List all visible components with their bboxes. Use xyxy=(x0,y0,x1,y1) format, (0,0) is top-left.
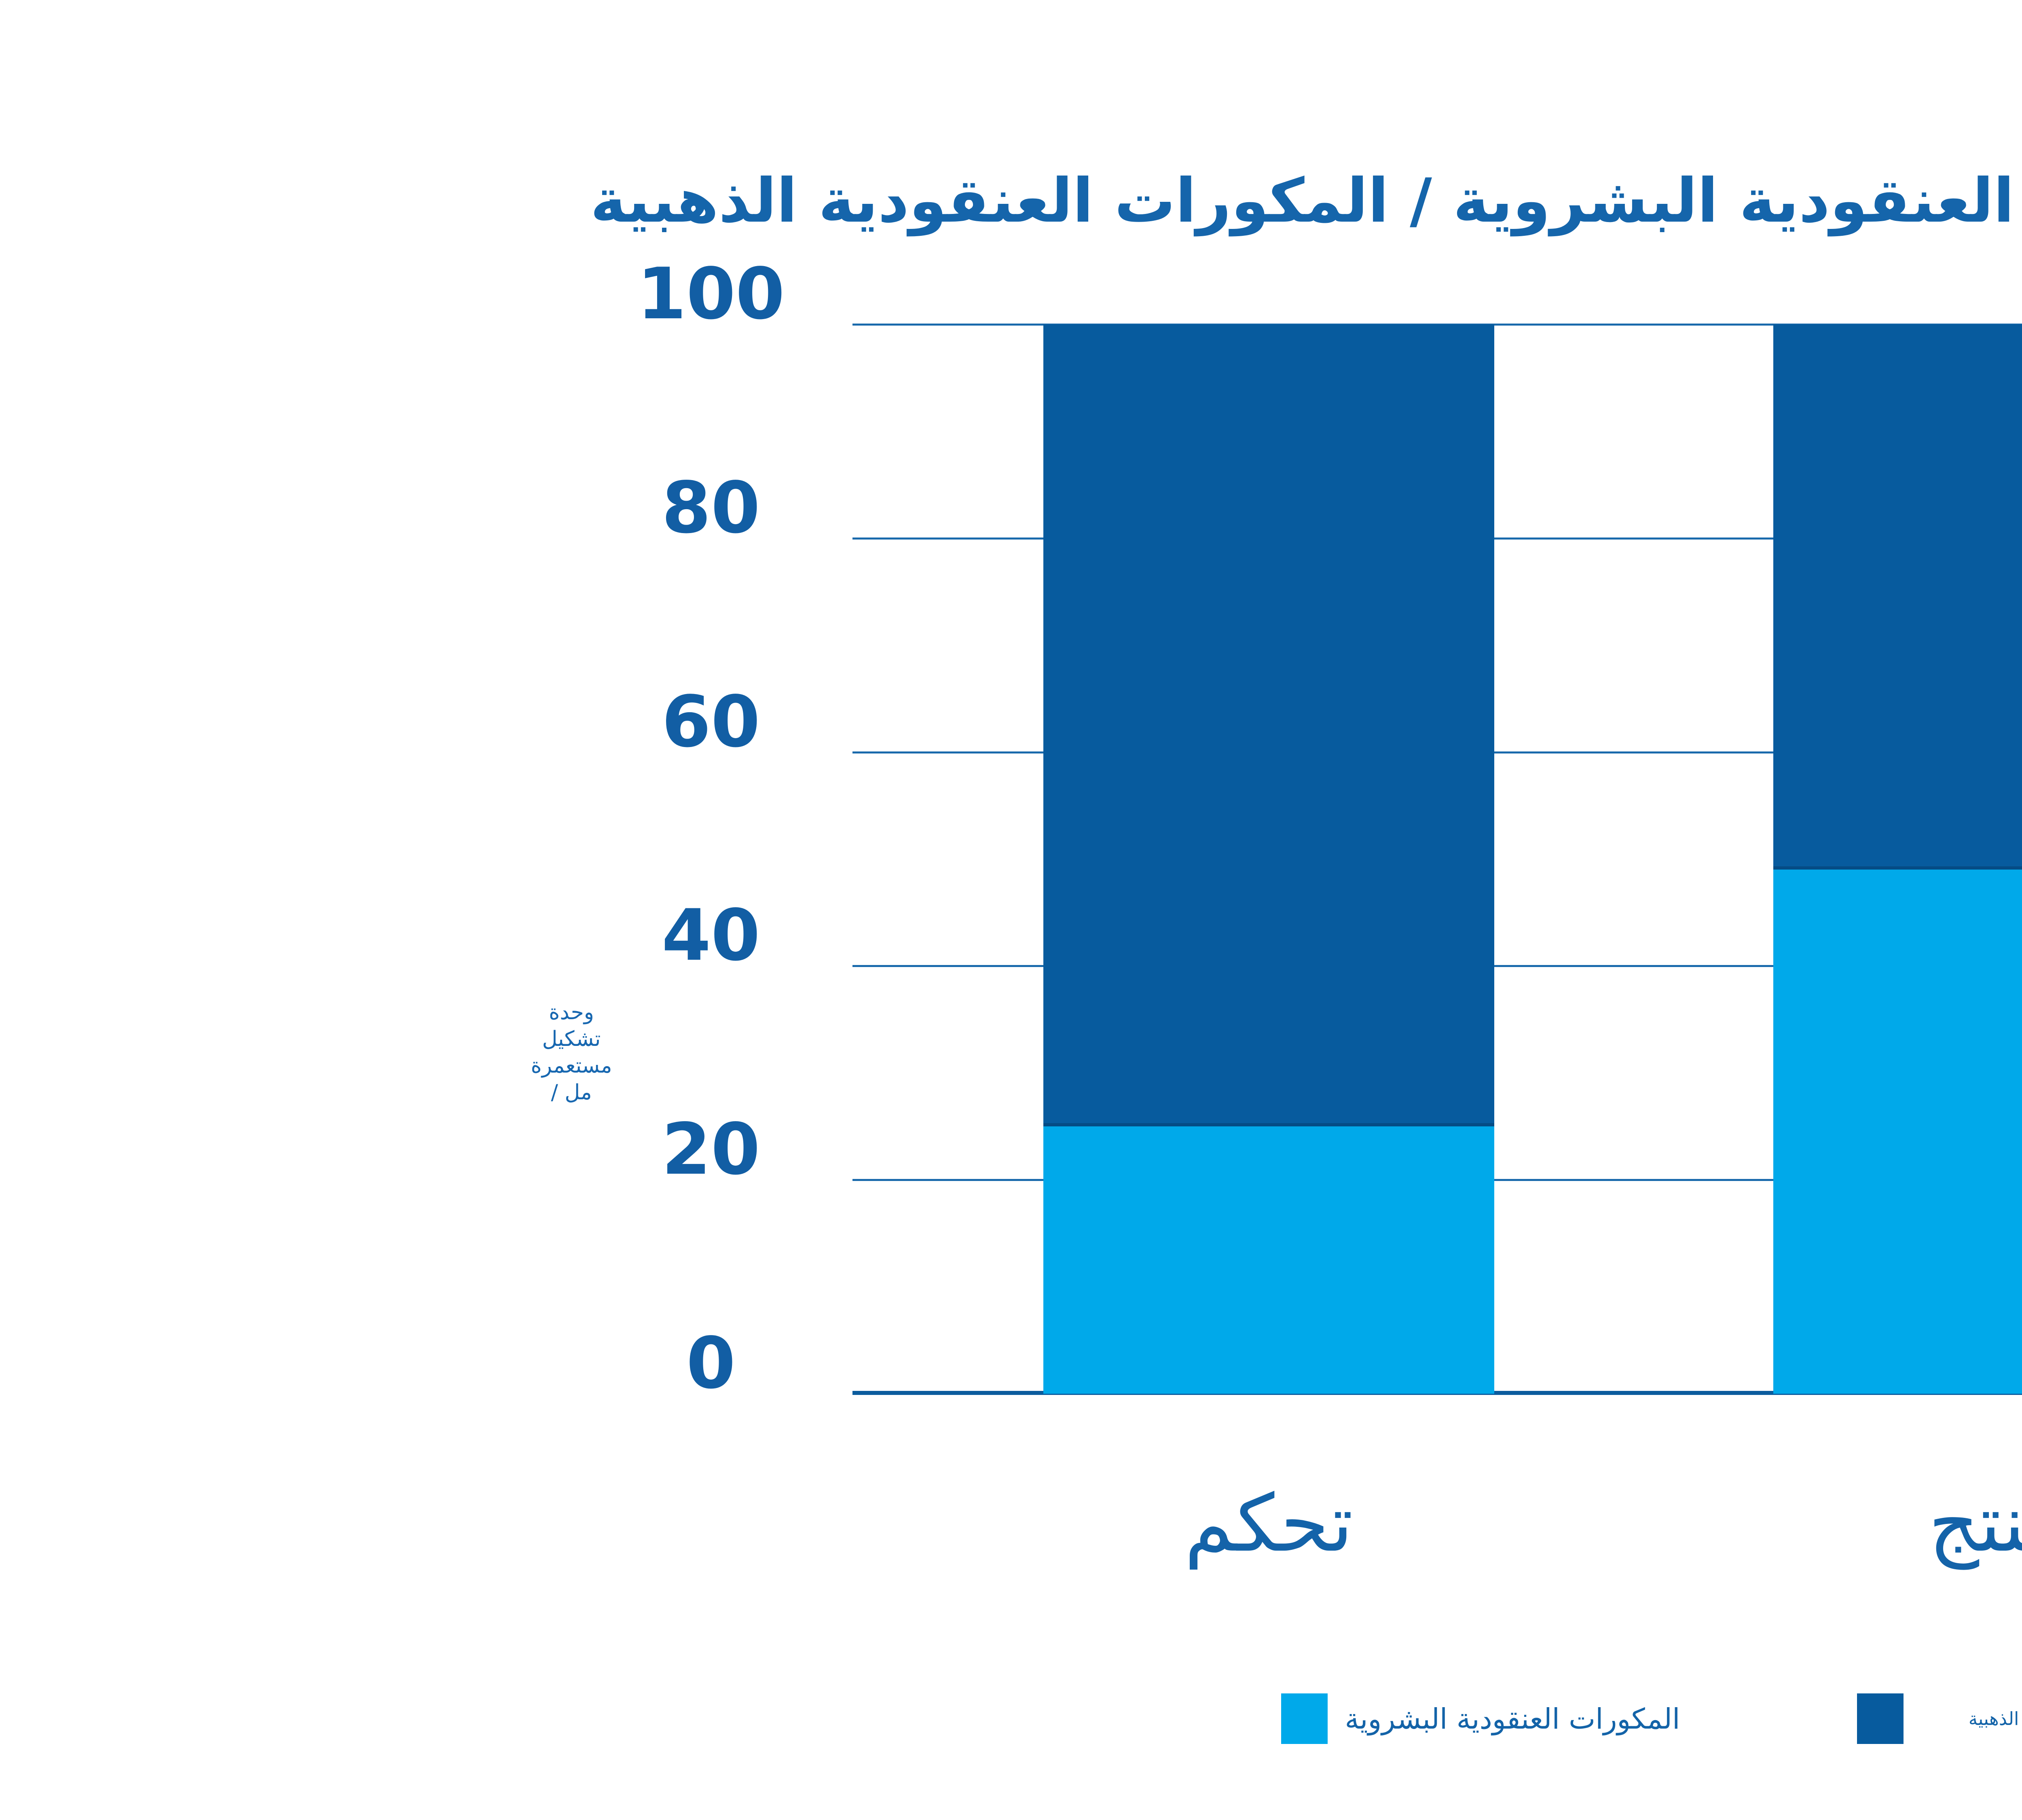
bar-segment xyxy=(1043,1126,1494,1394)
bar-segment xyxy=(1773,324,2022,870)
y-axis-title-line: مستعمرة xyxy=(531,1054,612,1078)
y-tick-label: 0 xyxy=(686,1323,736,1405)
x-category-label: منتج xyxy=(1928,1477,2022,1569)
bar-segment xyxy=(1043,324,1494,1126)
legend-label-light-series: المكورات العنقودية البشروية xyxy=(1345,1702,1680,1735)
y-tick-label: 80 xyxy=(662,467,760,549)
y-axis-title-line: / مل xyxy=(551,1080,592,1105)
legend-label-dark-series: المكورات العنقودية الذهبية xyxy=(1968,1708,2022,1729)
y-axis-title: وحدة تشكيل مستعمرة / مل xyxy=(470,999,673,1106)
y-axis-title-line: وحدة xyxy=(549,1000,594,1024)
legend-swatch-dark-series xyxy=(1857,1693,1904,1744)
y-tick-label: 40 xyxy=(662,895,760,977)
legend-swatch-light-series xyxy=(1281,1693,1328,1744)
y-tick-label: 60 xyxy=(662,681,760,763)
y-axis-title-line: تشكيل xyxy=(542,1027,601,1051)
x-category-label: تحكم xyxy=(1184,1477,1354,1569)
bar-segment xyxy=(1773,870,2022,1394)
y-tick-label: 20 xyxy=(662,1109,760,1191)
chart-title: موازنة بين المكورات العنقودية البشروية /… xyxy=(590,166,2022,236)
y-tick-label: 100 xyxy=(637,253,785,335)
